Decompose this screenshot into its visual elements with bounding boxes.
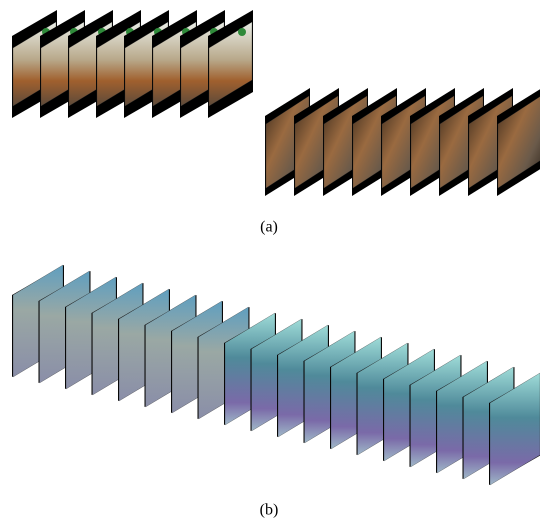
panel-label: (a) xyxy=(260,219,278,236)
frames xyxy=(12,10,540,485)
figure: (a) (b) xyxy=(0,0,540,525)
panel-label: (b) xyxy=(260,502,279,519)
frame-detail xyxy=(238,28,246,36)
